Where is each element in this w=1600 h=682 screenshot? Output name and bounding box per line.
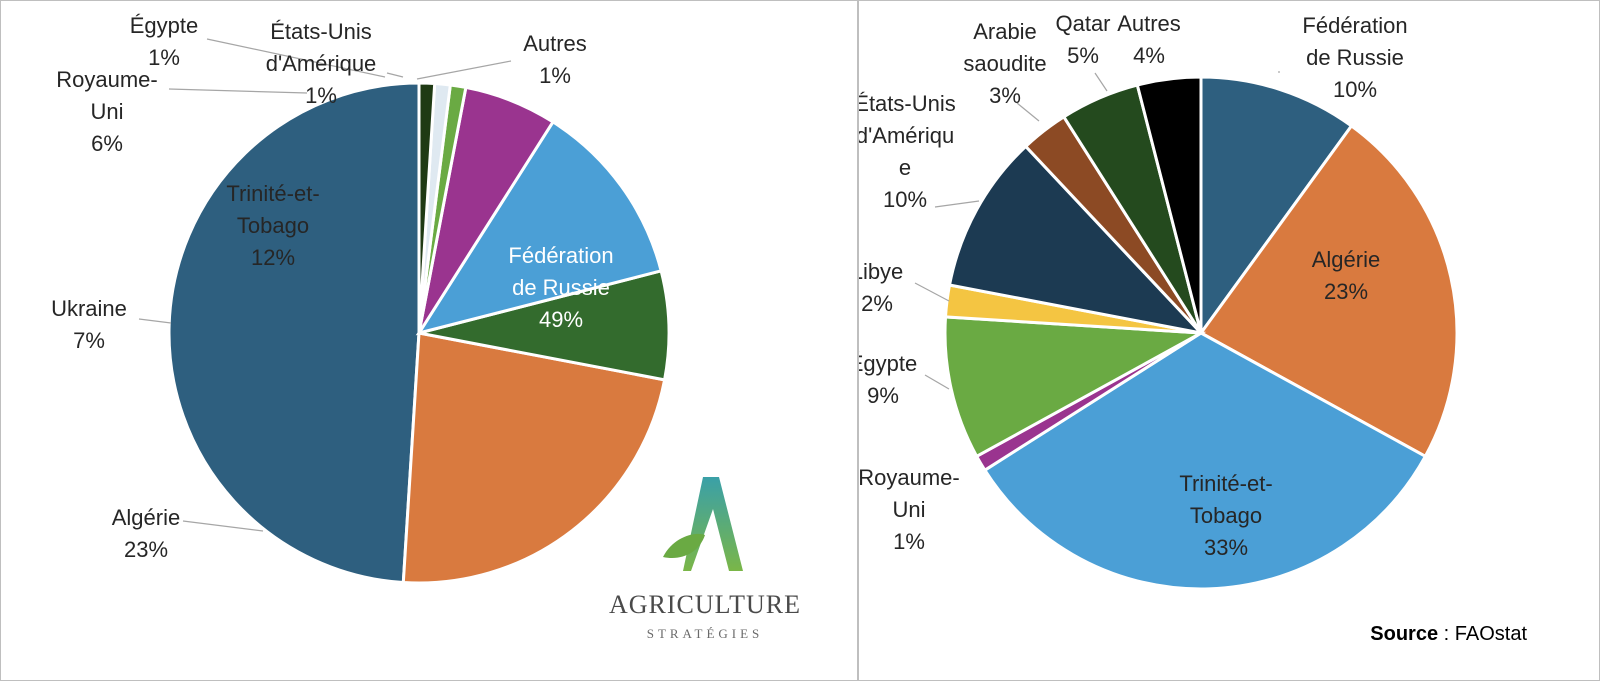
source-note: Source : FAOstat	[1370, 623, 1527, 646]
pie-slice-federation-de-russie	[167, 81, 421, 585]
left-pie-chart: Fédération de Russie 49% Algérie 23% Ukraine 7…	[51, 13, 801, 641]
data-label-qatar: Qatar 5%	[1055, 11, 1110, 68]
data-label-federation-de-russie: Fédération de Russie 49%	[508, 243, 613, 332]
leader-line-ukraine	[138, 318, 172, 324]
data-label-royaume-uni: Royaume-Uni 6%	[56, 67, 157, 156]
leader-line-etats-unis-d-amerique	[934, 200, 980, 208]
leader-line-autres	[416, 60, 512, 80]
data-label-arabie-saoudite: Arabie saoudite 3%	[963, 19, 1046, 108]
data-label-federation-de-russie: Fédération de Russie 10%	[1302, 13, 1407, 102]
data-label-egypte: Égypte9%	[859, 351, 917, 408]
data-label-etats-unis-d-amerique: États-Unis d'Amériqu e 10%	[859, 91, 956, 212]
logo-name: AGRICULTURE	[609, 590, 801, 619]
leader-line-egypte	[206, 38, 386, 78]
pie-slice-federation-de-russie	[1199, 75, 1354, 338]
pie-slice-autres	[1135, 75, 1203, 334]
right-chart-panel: Fédération de Russie 10% Algérie 23% Trinité-…	[858, 0, 1600, 681]
pie-slice-algerie	[1198, 123, 1459, 459]
source-value: FAOstat	[1454, 623, 1527, 645]
data-label-trinite-et-tobago: Trinité-et-Tobago 12%	[226, 181, 319, 270]
pie-slice-egypte	[943, 315, 1207, 459]
agriculture-strategies-logo: AGRICULTURE STRATÉGIES	[609, 477, 801, 641]
pie-labels: Fédération de Russie 10% Algérie 23% Trinité-…	[859, 11, 1408, 560]
leaf-icon	[663, 533, 705, 559]
pie-slice-trinite-et-tobago	[982, 331, 1428, 591]
data-label-autres: Autres 4%	[1117, 11, 1181, 68]
data-label-algerie: Algérie 23%	[1312, 247, 1380, 304]
data-label-etats-unis-d-amerique: États-Unis d'Amérique 1%	[266, 19, 377, 108]
data-label-libye: Libye2%	[859, 259, 903, 316]
data-label-royaume-uni: Royaume-Uni 1%	[859, 465, 960, 554]
leader-line-algerie	[182, 520, 264, 532]
leader-line-arabie-saoudite	[1016, 102, 1040, 122]
logo-tagline: STRATÉGIES	[647, 626, 764, 641]
data-label-ukraine: Ukraine 7%	[51, 296, 127, 353]
data-label-trinite-et-tobago: Trinité-et-Tobago 33%	[1179, 471, 1272, 560]
pie-slice-trinite-et-tobago	[415, 119, 663, 336]
data-label-algerie: Algérie 23%	[112, 505, 180, 562]
pie-slice-ukraine	[418, 269, 671, 382]
data-label-autres: Autres 1%	[523, 31, 587, 88]
leader-line-royaume-uni	[168, 88, 308, 94]
source-separator: :	[1438, 623, 1455, 645]
data-label-egypte: Égypte 1%	[130, 13, 199, 70]
leader-line-egypte	[924, 374, 950, 390]
pie-slice-autres	[417, 81, 437, 334]
source-label: Source	[1370, 623, 1439, 645]
leader-line-qatar	[1094, 72, 1108, 92]
pie-labels: Fédération de Russie 49% Algérie 23% Ukraine 7…	[51, 13, 614, 562]
left-chart-panel: Fédération de Russie 49% Algérie 23% Ukraine 7…	[0, 0, 858, 681]
logo-a-icon	[683, 477, 743, 571]
pie-slices	[943, 75, 1459, 591]
leader-line-libye	[914, 282, 950, 302]
leader-line-etats-unis-d-amerique	[386, 72, 404, 78]
pie-slices	[167, 81, 671, 585]
pie-slice-algerie	[401, 331, 667, 585]
right-pie-chart: Fédération de Russie 10% Algérie 23% Trinité-…	[859, 11, 1459, 591]
pie-slice-etats-unis-d-amerique	[947, 144, 1206, 336]
